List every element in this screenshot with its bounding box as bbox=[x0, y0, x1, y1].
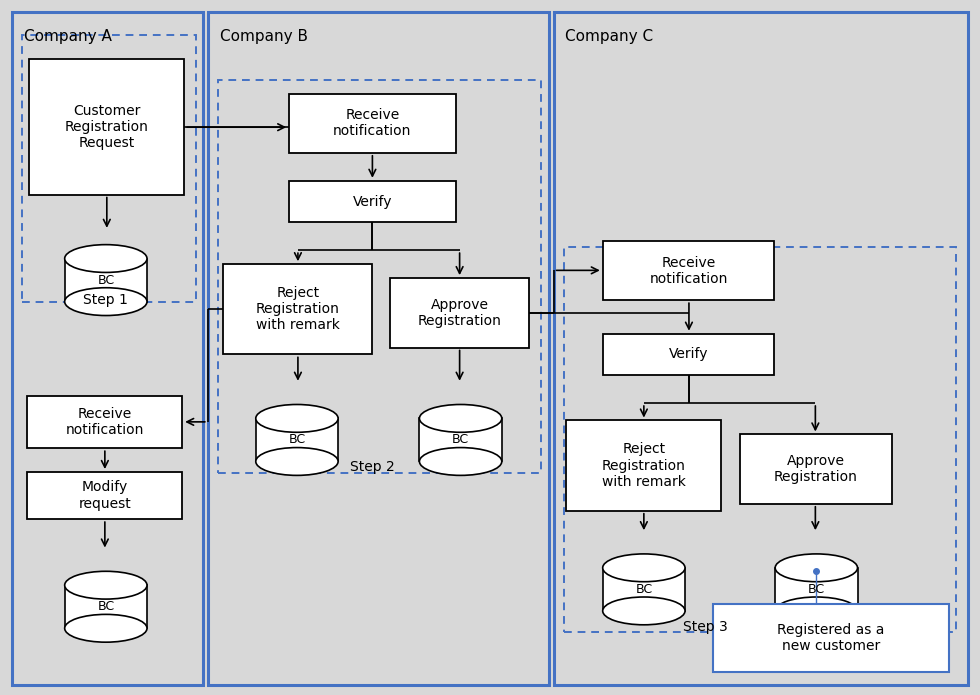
FancyBboxPatch shape bbox=[564, 247, 956, 632]
Text: Approve
Registration: Approve Registration bbox=[774, 454, 858, 484]
FancyBboxPatch shape bbox=[65, 259, 147, 302]
FancyBboxPatch shape bbox=[256, 418, 338, 461]
Ellipse shape bbox=[775, 554, 858, 582]
Text: Approve
Registration: Approve Registration bbox=[417, 297, 502, 328]
FancyBboxPatch shape bbox=[218, 80, 541, 473]
Ellipse shape bbox=[65, 614, 147, 642]
Text: Verify: Verify bbox=[668, 348, 709, 361]
Ellipse shape bbox=[65, 245, 147, 272]
Text: Company C: Company C bbox=[565, 29, 654, 44]
FancyBboxPatch shape bbox=[208, 12, 549, 685]
Text: Receive
notification: Receive notification bbox=[333, 108, 412, 138]
FancyBboxPatch shape bbox=[27, 472, 182, 519]
FancyBboxPatch shape bbox=[390, 278, 529, 348]
Ellipse shape bbox=[65, 288, 147, 316]
Text: BC: BC bbox=[97, 600, 115, 613]
Text: Step 1: Step 1 bbox=[83, 293, 128, 307]
Ellipse shape bbox=[256, 448, 338, 475]
FancyBboxPatch shape bbox=[22, 35, 196, 302]
FancyBboxPatch shape bbox=[223, 264, 372, 354]
Text: Company B: Company B bbox=[220, 29, 308, 44]
FancyBboxPatch shape bbox=[603, 334, 774, 375]
FancyBboxPatch shape bbox=[554, 12, 968, 685]
Text: BC: BC bbox=[97, 274, 115, 286]
Text: Modify
request: Modify request bbox=[78, 480, 131, 511]
Text: Company A: Company A bbox=[24, 29, 112, 44]
Ellipse shape bbox=[775, 597, 858, 625]
FancyBboxPatch shape bbox=[740, 434, 892, 504]
FancyBboxPatch shape bbox=[29, 59, 184, 195]
Text: BC: BC bbox=[808, 583, 825, 596]
FancyBboxPatch shape bbox=[27, 396, 182, 448]
Ellipse shape bbox=[419, 448, 502, 475]
FancyBboxPatch shape bbox=[289, 181, 456, 222]
Ellipse shape bbox=[256, 404, 338, 432]
Ellipse shape bbox=[603, 597, 685, 625]
FancyBboxPatch shape bbox=[289, 94, 456, 153]
FancyBboxPatch shape bbox=[775, 568, 858, 611]
Text: Step 3: Step 3 bbox=[683, 620, 728, 634]
Text: BC: BC bbox=[635, 583, 653, 596]
Text: Reject
Registration
with remark: Reject Registration with remark bbox=[256, 286, 340, 332]
Ellipse shape bbox=[419, 404, 502, 432]
FancyBboxPatch shape bbox=[603, 568, 685, 611]
FancyBboxPatch shape bbox=[566, 420, 721, 511]
Text: Registered as a
new customer: Registered as a new customer bbox=[777, 623, 885, 653]
Ellipse shape bbox=[603, 554, 685, 582]
FancyBboxPatch shape bbox=[713, 604, 949, 672]
Ellipse shape bbox=[65, 571, 147, 599]
Text: Receive
notification: Receive notification bbox=[66, 407, 144, 437]
FancyBboxPatch shape bbox=[65, 585, 147, 628]
Text: Receive
notification: Receive notification bbox=[650, 256, 727, 286]
Text: Customer
Registration
Request: Customer Registration Request bbox=[65, 104, 149, 150]
Text: Step 2: Step 2 bbox=[350, 460, 395, 474]
Text: Reject
Registration
with remark: Reject Registration with remark bbox=[602, 443, 686, 489]
Text: BC: BC bbox=[288, 434, 306, 446]
FancyBboxPatch shape bbox=[12, 12, 203, 685]
Text: Verify: Verify bbox=[353, 195, 392, 208]
FancyBboxPatch shape bbox=[419, 418, 502, 461]
FancyBboxPatch shape bbox=[603, 241, 774, 300]
Text: BC: BC bbox=[452, 434, 469, 446]
